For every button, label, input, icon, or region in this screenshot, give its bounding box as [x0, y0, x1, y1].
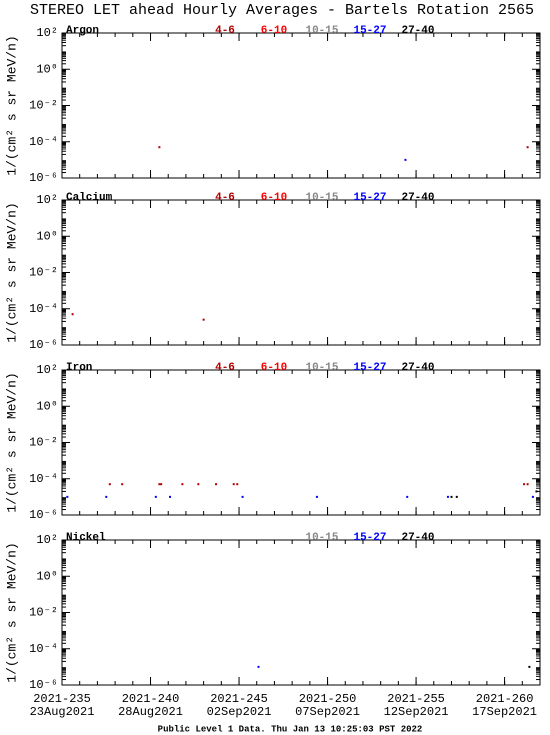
y-axis-label: 1/(cm² s sr MeV/n): [4, 372, 19, 512]
legend-entry: 4-6: [215, 362, 235, 374]
legend-entry: 6-10: [261, 362, 287, 374]
data-point: [404, 158, 407, 161]
y-tick-label: 10²: [36, 363, 58, 377]
x-tick-label: 2021-250: [299, 692, 357, 706]
y-tick-label: 10²: [36, 533, 58, 547]
y-tick-label: 10⁻²: [29, 436, 58, 450]
data-point: [108, 483, 111, 486]
data-point: [526, 483, 529, 486]
data-point: [105, 495, 108, 498]
panel-label: Argon: [66, 25, 99, 37]
y-tick-label: 10⁻²: [29, 606, 58, 620]
legend-entry: 15-27: [353, 192, 386, 204]
y-tick-label: 10⁰: [36, 399, 58, 413]
legend-entry: 27-40: [401, 532, 434, 544]
y-axis-label: 1/(cm² s sr MeV/n): [4, 35, 19, 175]
panel-label: Iron: [66, 362, 92, 374]
y-tick-label: 10⁻⁴: [29, 302, 58, 316]
legend-entry: 27-40: [401, 362, 434, 374]
plot-frame: [61, 32, 541, 179]
y-tick-label: 10⁻⁴: [29, 135, 58, 149]
x-tick-date: 17Sep2021: [472, 705, 537, 719]
data-point: [523, 483, 526, 486]
legend-entry: 15-27: [353, 362, 386, 374]
data-point: [528, 665, 531, 668]
legend-entry: 4-6: [215, 192, 235, 204]
panel-label: Calcium: [66, 192, 113, 204]
legend-entry: 10-15: [305, 532, 338, 544]
data-point: [160, 483, 163, 486]
legend-entry: 4-6: [215, 25, 235, 37]
data-point: [197, 483, 200, 486]
y-tick-label: 10⁻²: [29, 266, 58, 280]
plot-frame: [61, 369, 541, 516]
panel-label: Nickel: [66, 532, 106, 544]
y-tick-label: 10⁻²: [29, 99, 58, 113]
data-point: [232, 483, 235, 486]
data-point: [446, 495, 449, 498]
legend-entry: 10-15: [305, 362, 338, 374]
data-point: [66, 495, 69, 498]
x-tick-date: 07Sep2021: [295, 705, 360, 719]
legend-entry: 6-10: [261, 25, 287, 37]
data-point: [526, 146, 529, 149]
legend-entry: 27-40: [401, 192, 434, 204]
x-tick-label: 2021-260: [476, 692, 534, 706]
y-tick-label: 10⁰: [36, 229, 58, 243]
legend-entry: 10-15: [305, 192, 338, 204]
legend-entry: 15-27: [353, 25, 386, 37]
x-tick-label: 2021-235: [33, 692, 91, 706]
data-point: [158, 146, 161, 149]
x-tick-label: 2021-255: [387, 692, 445, 706]
data-point: [181, 483, 184, 486]
data-point: [531, 495, 534, 498]
data-point: [158, 483, 161, 486]
y-tick-label: 10⁻⁶: [29, 508, 58, 522]
y-axis-label: 1/(cm² s sr MeV/n): [4, 202, 19, 342]
x-tick-date: 28Aug2021: [118, 705, 183, 719]
footer: Public Level 1 Data. Thu Jan 13 10:25:03…: [158, 724, 423, 734]
plot-frame: [61, 199, 541, 346]
data-point: [535, 490, 538, 493]
data-point: [315, 495, 318, 498]
data-point: [455, 495, 458, 498]
y-tick-label: 10⁻⁴: [29, 472, 58, 486]
data-point: [121, 483, 124, 486]
plot-frame: [61, 539, 541, 686]
data-point: [241, 495, 244, 498]
y-axis-label: 1/(cm² s sr MeV/n): [4, 542, 19, 682]
data-point: [450, 495, 453, 498]
x-tick-label: 2021-245: [210, 692, 268, 706]
y-tick-label: 10²: [36, 26, 58, 40]
data-point: [257, 665, 260, 668]
y-tick-label: 10⁰: [36, 62, 58, 76]
y-tick-label: 10⁻⁶: [29, 678, 58, 692]
data-point: [202, 318, 205, 321]
y-tick-label: 10⁻⁶: [29, 171, 58, 185]
data-point: [71, 313, 74, 316]
y-tick-label: 10²: [36, 193, 58, 207]
data-point: [215, 483, 218, 486]
x-tick-date: 12Sep2021: [384, 705, 449, 719]
x-tick-date: 23Aug2021: [30, 705, 95, 719]
legend-entry: 27-40: [401, 25, 434, 37]
x-tick-label: 2021-240: [122, 692, 180, 706]
legend-entry: 10-15: [305, 25, 338, 37]
data-point: [168, 495, 171, 498]
y-tick-label: 10⁻⁴: [29, 642, 58, 656]
x-tick-date: 02Sep2021: [207, 705, 272, 719]
data-point: [236, 483, 239, 486]
legend-entry: 15-27: [353, 532, 386, 544]
page-title: STEREO LET ahead Hourly Averages - Barte…: [30, 2, 534, 19]
y-tick-label: 10⁰: [36, 569, 58, 583]
legend-entry: 6-10: [261, 192, 287, 204]
y-tick-label: 10⁻⁶: [29, 338, 58, 352]
data-point: [406, 495, 409, 498]
data-point: [154, 495, 157, 498]
